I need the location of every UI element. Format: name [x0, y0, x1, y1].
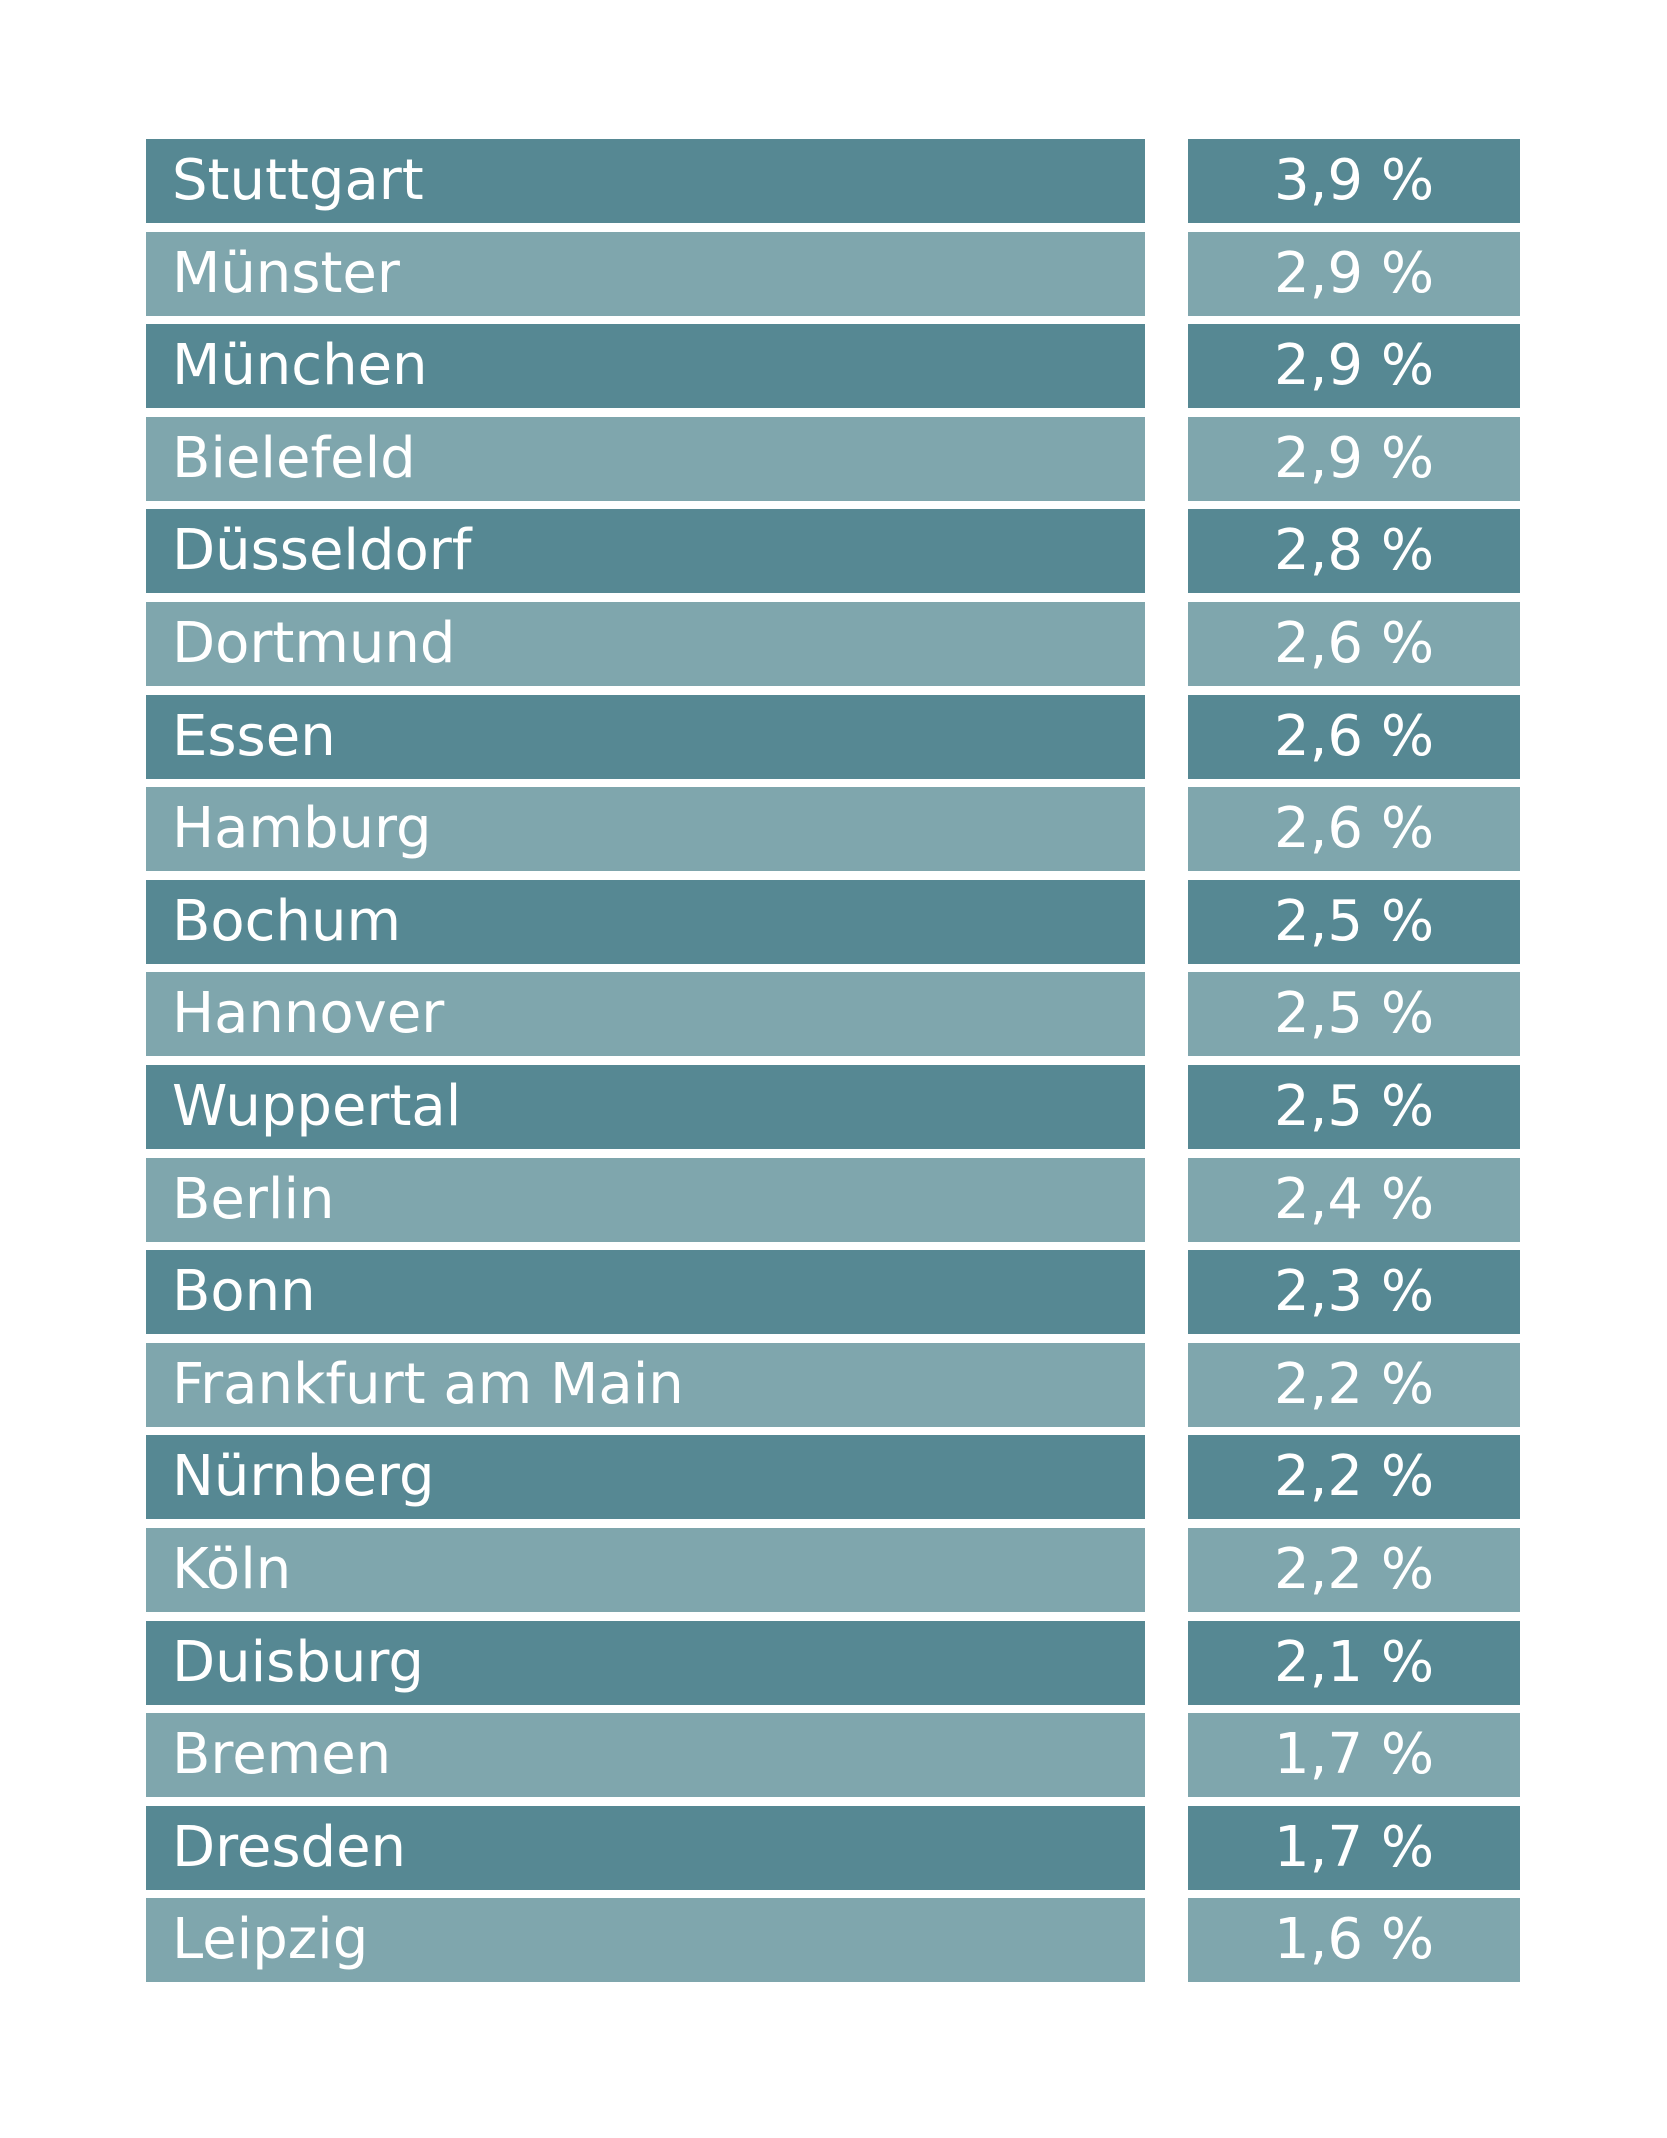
city-cell: Duisburg	[146, 1620, 1145, 1705]
city-cell: Frankfurt am Main	[146, 1342, 1145, 1427]
value-cell: 2,5 %	[1188, 1065, 1520, 1149]
city-cell: Dresden	[146, 1805, 1145, 1890]
value-cell: 2,1 %	[1188, 1620, 1520, 1705]
value-cell: 3,9 %	[1188, 139, 1520, 223]
value-cell: 1,7 %	[1188, 1713, 1520, 1798]
value-cell: 2,4 %	[1188, 1157, 1520, 1242]
value-cell: 2,2 %	[1188, 1528, 1520, 1612]
value-cell: 2,8 %	[1188, 509, 1520, 594]
city-cell: Münster	[146, 231, 1145, 316]
value-cell: 2,6 %	[1188, 694, 1520, 779]
value-cell: 2,5 %	[1188, 972, 1520, 1057]
value-cell: 2,6 %	[1188, 602, 1520, 686]
city-cell: Stuttgart	[146, 139, 1145, 223]
city-cell: München	[146, 324, 1145, 409]
city-cell: Hannover	[146, 972, 1145, 1057]
value-cell: 2,2 %	[1188, 1435, 1520, 1520]
value-cell: 2,9 %	[1188, 231, 1520, 316]
city-cell: Bochum	[146, 879, 1145, 964]
value-cell: 2,9 %	[1188, 324, 1520, 409]
city-cell: Bielefeld	[146, 416, 1145, 501]
value-cell: 2,9 %	[1188, 416, 1520, 501]
city-cell: Essen	[146, 694, 1145, 779]
value-cell: 1,7 %	[1188, 1805, 1520, 1890]
value-cell: 2,2 %	[1188, 1342, 1520, 1427]
value-cell: 1,6 %	[1188, 1898, 1520, 1983]
value-cell: 2,5 %	[1188, 879, 1520, 964]
city-cell: Köln	[146, 1528, 1145, 1612]
city-cell: Berlin	[146, 1157, 1145, 1242]
city-cell: Leipzig	[146, 1898, 1145, 1983]
city-cell: Dortmund	[146, 602, 1145, 686]
value-cell: 2,3 %	[1188, 1250, 1520, 1335]
value-cell: 2,6 %	[1188, 787, 1520, 872]
city-cell: Hamburg	[146, 787, 1145, 872]
city-cell: Bremen	[146, 1713, 1145, 1798]
city-cell: Bonn	[146, 1250, 1145, 1335]
city-cell: Wuppertal	[146, 1065, 1145, 1149]
city-cell: Nürnberg	[146, 1435, 1145, 1520]
city-cell: Düsseldorf	[146, 509, 1145, 594]
